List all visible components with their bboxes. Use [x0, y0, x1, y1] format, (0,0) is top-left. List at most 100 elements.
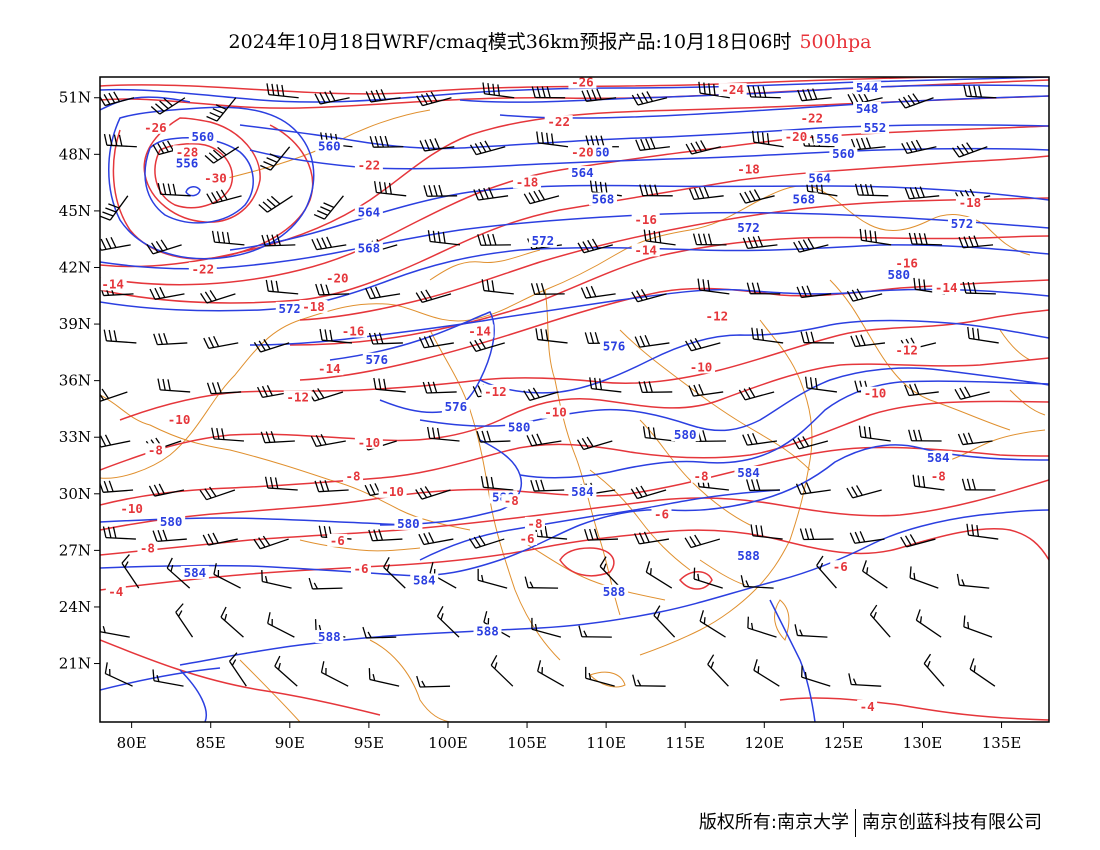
- height-contour-label: 584: [737, 465, 760, 480]
- temperature-contour-label: -16: [895, 256, 918, 271]
- wind-barb: [631, 288, 667, 303]
- wind-barb: [206, 189, 242, 205]
- wind-barb: [274, 655, 298, 687]
- temperature-contour-label-bg: [928, 469, 949, 483]
- lat-tick-label: 24N: [59, 598, 91, 616]
- wind-barb: [523, 189, 560, 205]
- wind-barb: [599, 556, 622, 589]
- wind-barb: [861, 560, 888, 589]
- wind-barb: [362, 626, 397, 639]
- temperature-contour-label: -14: [935, 280, 958, 295]
- wind-barb: [693, 567, 723, 589]
- temperature-contour-label-bg: [465, 324, 494, 338]
- wind-barb: [904, 186, 940, 200]
- temperature-contour-label-bg: [651, 507, 672, 521]
- height-contour-label: 568: [592, 191, 615, 206]
- wind-barb: [523, 387, 559, 402]
- height-contour-label: 572: [737, 220, 760, 235]
- wind-barb: [751, 327, 784, 344]
- wind-barb: [157, 378, 191, 393]
- height-contour-label-bg: [853, 81, 882, 95]
- wind-barb: [153, 333, 188, 346]
- height-contour-label: 576: [445, 399, 468, 414]
- wind-barb: [203, 335, 239, 349]
- wind-barb: [962, 281, 996, 295]
- temperature-contour-label-bg: [343, 469, 364, 483]
- height-contour-label: 568: [358, 241, 381, 256]
- height-contour-label-bg: [948, 216, 977, 230]
- longitude-axis: 80E 85E 90E 95E 100E 105E 110E 115E 120E 125E 130E…: [117, 722, 1021, 752]
- lon-tick-label: 85E: [196, 734, 226, 752]
- temperature-contour-label-bg: [781, 130, 810, 144]
- height-contour-label: 576: [366, 352, 389, 367]
- temperature-contour-label-bg: [544, 115, 573, 129]
- height-contour-label-bg: [600, 584, 629, 598]
- wind-barb: [104, 662, 133, 687]
- height-contour-label: 580: [160, 514, 183, 529]
- wind-barb: [584, 528, 619, 541]
- height-contour-label: 552: [864, 120, 887, 135]
- height-contour-label-bg: [671, 428, 700, 442]
- temperature-contour-label-bg: [117, 501, 146, 515]
- height-contour-label-bg: [789, 192, 818, 206]
- wind-barb: [319, 328, 353, 344]
- temperature-contour-label-bg: [631, 243, 660, 257]
- temperature-contour-label: -22: [192, 261, 215, 276]
- height-contour-label: 580: [397, 516, 420, 531]
- wind-barb: [580, 285, 616, 299]
- wind-barb: [146, 239, 182, 255]
- temperature-contour-label: -18: [959, 195, 982, 210]
- temperature-contour-label-bg: [501, 494, 522, 508]
- wind-barb: [175, 603, 194, 638]
- wind-barb: [816, 555, 837, 589]
- wind-barb: [157, 182, 191, 197]
- wind-barb: [908, 429, 942, 442]
- height-contour-label-bg: [180, 565, 209, 579]
- temperature-contour-label-bg: [339, 324, 368, 338]
- wind-barb: [524, 576, 559, 589]
- height-contour-label-bg: [188, 130, 217, 144]
- wind-barb: [793, 238, 829, 253]
- wind-barb: [643, 229, 676, 246]
- height-contour-label-bg: [354, 205, 383, 219]
- footer-separator: [855, 809, 856, 837]
- temperature-contour-label-bg: [631, 213, 660, 227]
- wind-barb: [481, 279, 514, 295]
- height-contour-label-bg: [473, 624, 502, 638]
- wind-barb: [368, 332, 403, 345]
- temperature-contour-label: -6: [353, 561, 368, 576]
- wind-barb: [581, 88, 617, 102]
- temperature-contour-label: -14: [318, 361, 341, 376]
- temperature-contour-label: -30: [204, 171, 227, 186]
- wind-barb: [908, 232, 943, 246]
- wind-barb: [100, 480, 134, 493]
- wind-barb: [415, 486, 451, 500]
- wind-barb: [436, 605, 460, 638]
- lon-tick-label: 130E: [903, 734, 943, 752]
- temperature-contour-label: -26: [144, 120, 167, 135]
- wind-barb: [206, 382, 242, 395]
- height-contour-label-bg: [315, 139, 344, 153]
- wind-barb: [200, 290, 236, 304]
- wind-barb: [740, 575, 774, 589]
- lon-tick-label: 90E: [275, 734, 305, 752]
- title-pressure-level: 500hpa: [799, 31, 872, 53]
- wind-barb: [314, 90, 350, 105]
- wind-barb: [536, 131, 569, 148]
- wind-barb: [204, 146, 240, 164]
- temperature-contour-label: -8: [148, 442, 163, 457]
- wind-barb: [220, 606, 244, 638]
- wind-barb: [369, 135, 404, 148]
- copyright-footer: 版权所有:南京大学 南京创蓝科技有限公司: [699, 808, 1042, 837]
- wind-barb: [365, 89, 401, 103]
- temperature-contour-label: -18: [737, 161, 760, 176]
- wind-barb: [750, 524, 783, 540]
- lat-tick-label: 42N: [59, 258, 91, 276]
- wind-barb: [630, 485, 667, 500]
- wind-barb: [473, 187, 509, 201]
- temperature-contour-label: -10: [381, 484, 404, 499]
- temperature-contour-label: -4: [860, 699, 875, 714]
- footer-left: 版权所有:南京大学: [698, 812, 849, 833]
- height-contour-label-bg: [734, 548, 763, 562]
- height-contour-label: 588: [603, 584, 626, 599]
